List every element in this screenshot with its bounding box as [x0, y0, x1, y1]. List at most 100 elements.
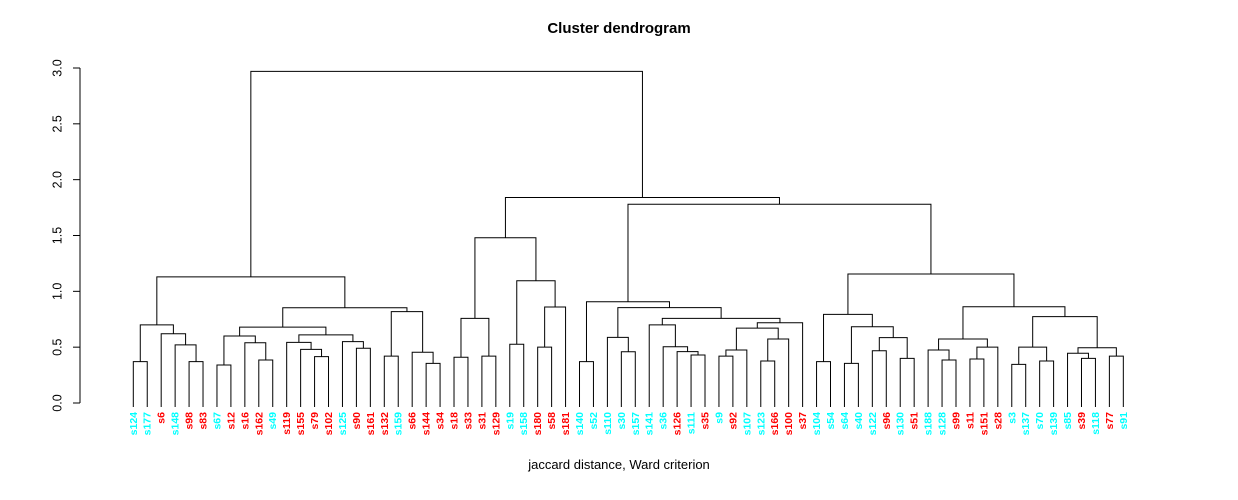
leaf-label: s140 [574, 412, 586, 436]
leaf-label: s96 [881, 412, 893, 430]
leaf-label: s102 [323, 412, 335, 436]
merge-link [474, 237, 537, 319]
merge-link [843, 362, 859, 407]
y-tick-label: 2.5 [50, 115, 64, 132]
leaf-label: s161 [365, 412, 377, 436]
merge-link [760, 360, 776, 407]
merge-link [139, 324, 174, 362]
leaf-label: s3 [1006, 412, 1018, 424]
merge-link [509, 343, 525, 407]
leaf-label: s118 [1090, 412, 1102, 435]
merge-link [725, 349, 748, 407]
merge-link [544, 306, 567, 407]
merge-link [579, 361, 594, 407]
leaf-label: s119 [281, 412, 293, 435]
merge-link [174, 344, 197, 407]
leaf-label: s129 [490, 412, 502, 436]
merge-link [1032, 316, 1098, 348]
merge-link [585, 301, 670, 362]
leaf-label: s18 [449, 412, 461, 430]
leaf-label: s126 [672, 412, 684, 436]
merge-link [878, 337, 908, 359]
leaf-label: s11 [964, 412, 976, 429]
merge-link [690, 354, 706, 407]
leaf-label: s37 [797, 412, 809, 430]
merge-link [300, 348, 323, 407]
y-tick-label: 0.5 [50, 338, 64, 355]
merge-link [481, 355, 497, 407]
leaf-label: s30 [616, 412, 628, 430]
leaf-label: s49 [267, 412, 279, 430]
y-tick-label: 1.5 [50, 227, 64, 244]
leaf-label: s159 [393, 412, 405, 436]
leaf-label: s99 [950, 412, 962, 430]
leaf-label: s33 [462, 412, 474, 430]
y-tick-label: 1.0 [50, 283, 64, 300]
leaf-label: s141 [644, 412, 656, 436]
merge-link [899, 357, 915, 407]
leaf-label: s67 [211, 412, 223, 430]
merge-link [976, 346, 999, 407]
leaf-label: s64 [839, 412, 851, 430]
leaf-label: s104 [811, 412, 823, 436]
leaf-label: s83 [198, 412, 210, 430]
merge-link [962, 306, 1066, 340]
merge-link [244, 342, 267, 407]
merge-link [258, 359, 274, 407]
chart-title: Cluster dendrogram [547, 20, 691, 37]
merge-link [453, 356, 469, 407]
merge-link [847, 273, 1015, 315]
leaf-label: s91 [1118, 412, 1130, 430]
merge-link [156, 276, 346, 325]
leaf-label: s12 [225, 412, 237, 430]
leaf-label: s39 [1076, 412, 1088, 430]
y-tick-label: 3.0 [50, 59, 64, 76]
merge-link [160, 333, 187, 407]
merge-link [188, 361, 204, 407]
leaf-label: s177 [142, 412, 154, 436]
leaf-label: s122 [867, 412, 879, 436]
leaf-label: s180 [532, 412, 544, 436]
leaf-label: s111 [686, 412, 698, 434]
leaf-label: s128 [937, 412, 949, 436]
leaf-label: s130 [895, 412, 907, 436]
leaf-label: s132 [379, 412, 391, 436]
merge-link [627, 203, 932, 302]
leaf-label: s66 [407, 412, 419, 430]
leaf-label: s124 [128, 412, 140, 436]
leaf-label: s98 [184, 412, 196, 430]
leaf-label: s123 [755, 412, 767, 436]
leaf-label: s188 [923, 412, 935, 436]
merge-link [132, 361, 148, 407]
leaf-label: s166 [769, 412, 781, 436]
leaf-label: s35 [700, 412, 712, 430]
leaf-label: s107 [741, 412, 753, 436]
merge-link [767, 338, 790, 407]
leaf-label: s70 [1034, 412, 1046, 430]
leaf-label: s90 [351, 412, 363, 430]
merge-link [1067, 352, 1089, 407]
merge-link [620, 351, 636, 407]
leaf-label: s92 [727, 412, 739, 430]
leaf-label: s85 [1062, 412, 1074, 430]
leaf-label: s77 [1104, 412, 1116, 430]
merge-link [341, 341, 364, 407]
merge-link [617, 307, 722, 338]
merge-link [756, 322, 804, 407]
leaf-label: s155 [295, 412, 307, 436]
leaf-label: s125 [337, 412, 349, 436]
merge-link [816, 361, 831, 407]
leaf-label: s157 [630, 412, 642, 436]
merge-link [223, 335, 256, 366]
leaf-label: s158 [518, 412, 530, 436]
merge-link [250, 70, 643, 277]
leaf-label: s28 [992, 412, 1004, 430]
merge-link [662, 346, 689, 407]
merge-link [216, 364, 232, 407]
merge-link [927, 349, 950, 407]
leaf-label: s79 [309, 412, 321, 430]
merge-link [516, 280, 556, 345]
y-tick-label: 0.0 [50, 394, 64, 411]
